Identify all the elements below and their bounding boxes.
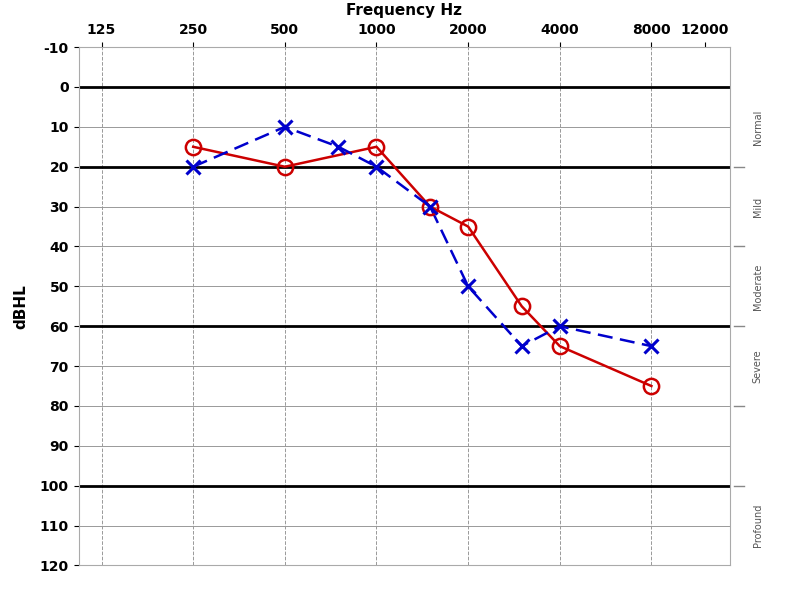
Text: Moderate: Moderate	[753, 263, 762, 310]
X-axis label: Frequency Hz: Frequency Hz	[346, 3, 462, 18]
Text: Profound: Profound	[753, 504, 762, 547]
Y-axis label: dBHL: dBHL	[13, 284, 28, 329]
Text: Severe: Severe	[753, 349, 762, 383]
Text: Normal: Normal	[753, 109, 762, 144]
Text: Mild: Mild	[753, 197, 762, 217]
